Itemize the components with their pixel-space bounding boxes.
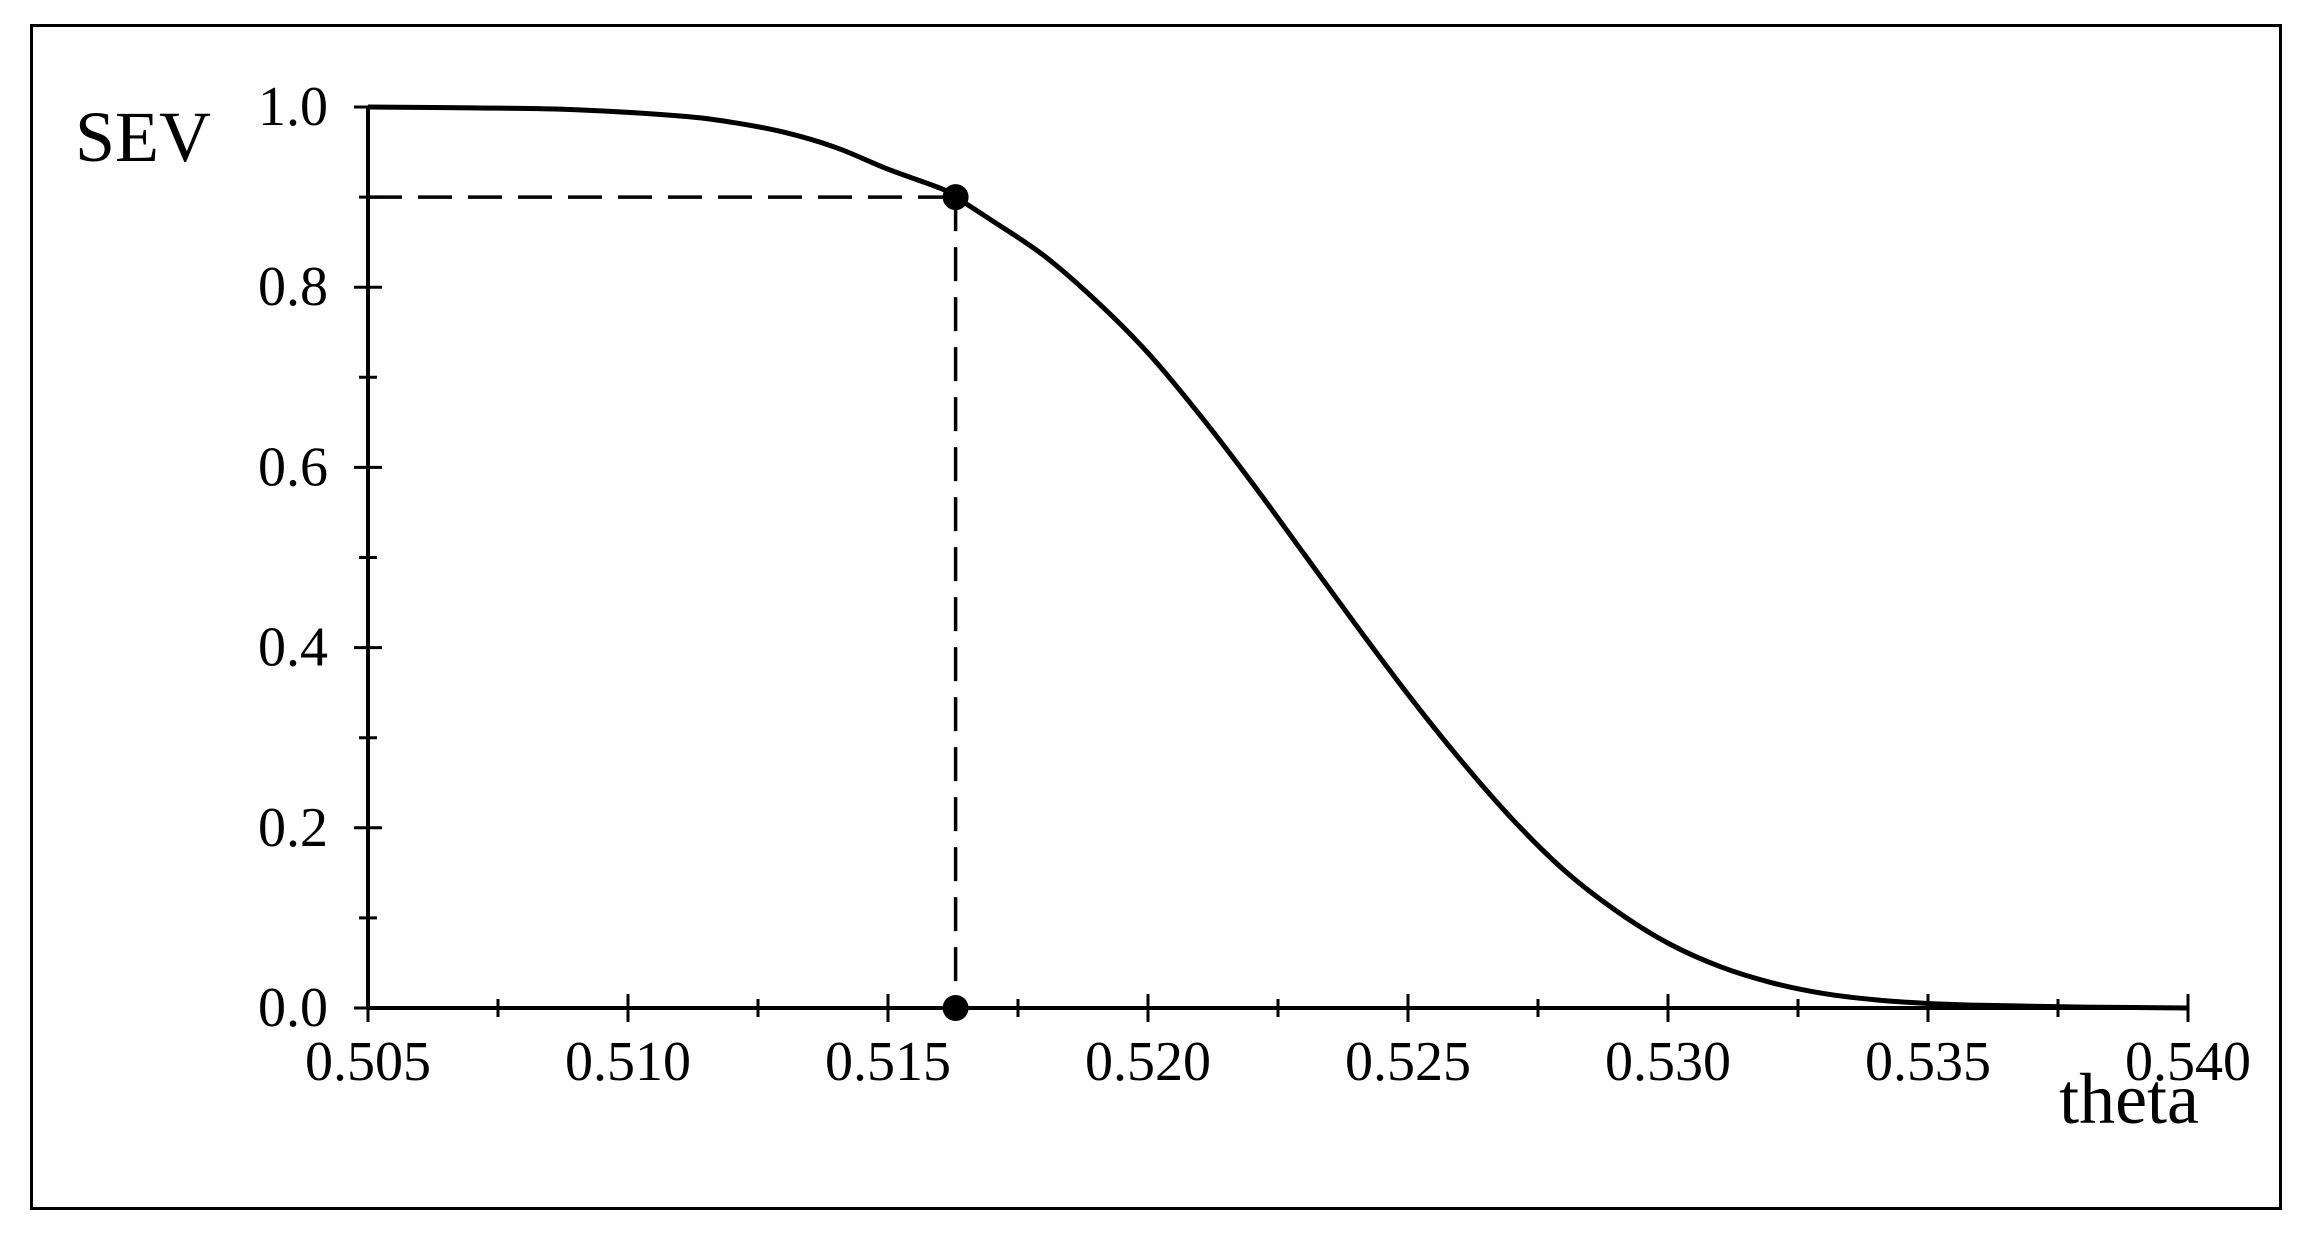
sev-chart: SEV theta 0.505 0.510 0.515 0.520 0.525 0.530… xyxy=(75,76,2251,1139)
x-tick-label: 0.520 xyxy=(1085,1031,1211,1093)
x-tick-label: 0.510 xyxy=(565,1031,691,1093)
reference-lines xyxy=(368,195,958,1008)
markers xyxy=(942,184,969,1021)
series-layer xyxy=(367,104,2189,1011)
highlight-point-marker xyxy=(942,184,969,211)
y-tick-label: 0.4 xyxy=(258,617,328,679)
x-axis-point-marker xyxy=(942,995,969,1021)
labels: SEV theta 0.505 0.510 0.515 0.520 0.525 0.530… xyxy=(75,76,2251,1139)
x-tick-label: 0.525 xyxy=(1345,1031,1471,1093)
axes xyxy=(366,107,2188,1010)
y-axis-label: SEV xyxy=(75,97,211,177)
y-tick-label: 0.2 xyxy=(258,797,328,859)
y-tick-label: 0.8 xyxy=(258,256,328,318)
x-tick-label: 0.530 xyxy=(1605,1031,1731,1093)
chart-frame: SEV theta 0.505 0.510 0.515 0.520 0.525 0.530… xyxy=(30,24,2282,1210)
x-tick-label: 0.505 xyxy=(305,1031,431,1093)
x-axis-label: theta xyxy=(2059,1059,2199,1139)
ticks xyxy=(354,105,2190,1022)
y-tick-label: 0.6 xyxy=(258,436,328,498)
sev-curve xyxy=(367,104,2189,1011)
x-tick-label: 0.540 xyxy=(2125,1031,2251,1093)
y-tick-label: 0.0 xyxy=(258,977,328,1039)
y-tick-label: 1.0 xyxy=(258,76,328,138)
x-tick-label: 0.515 xyxy=(825,1031,951,1093)
x-tick-label: 0.535 xyxy=(1865,1031,1991,1093)
